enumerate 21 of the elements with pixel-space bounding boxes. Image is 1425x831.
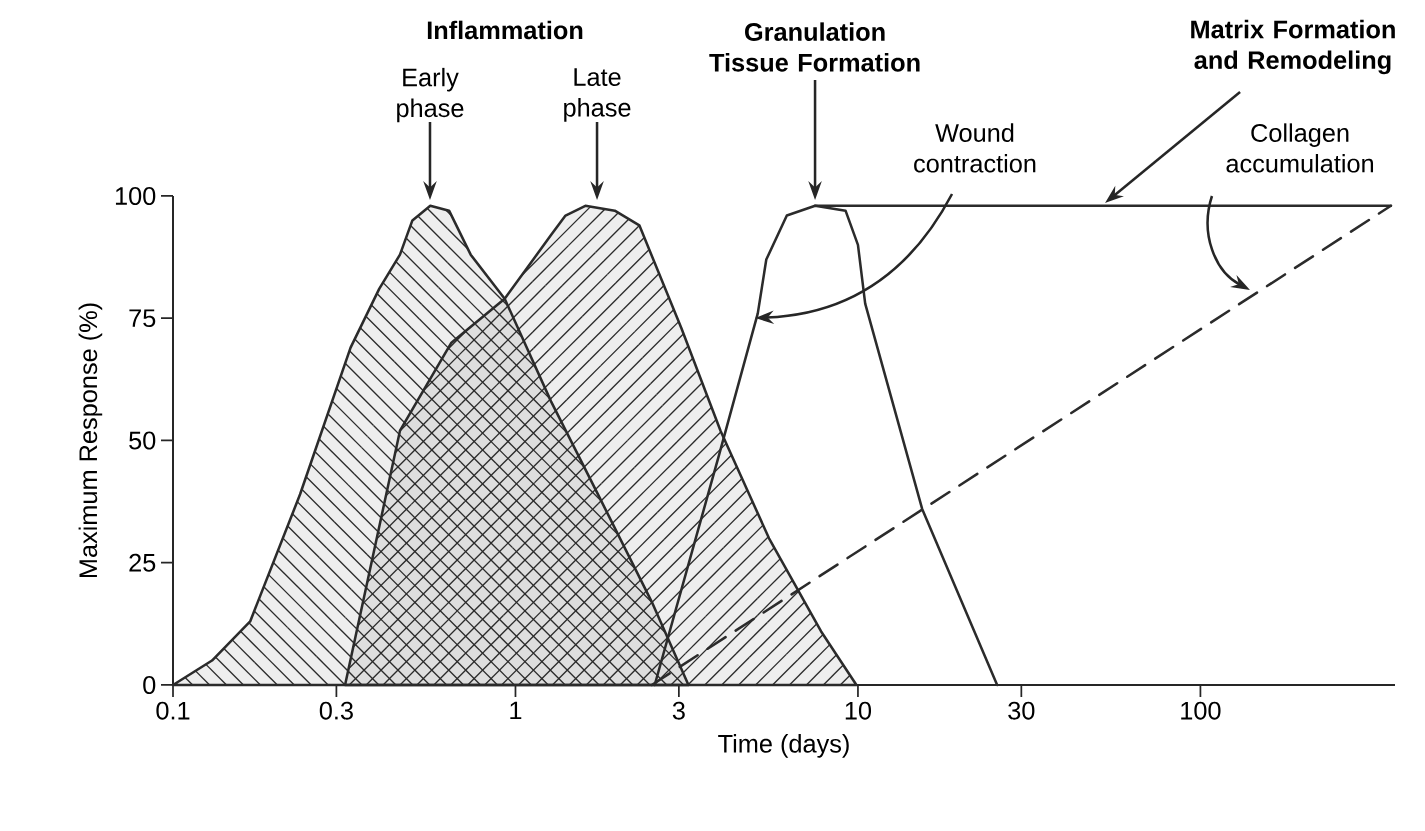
x-tick-label: 30 — [1008, 701, 1035, 720]
x-tick-label: 3 — [672, 701, 685, 720]
x-tick-label: 10 — [845, 701, 872, 720]
text: Late phase — [564, 68, 631, 122]
text: Inflammation — [427, 20, 583, 40]
y-tick-label: 25 — [129, 553, 156, 572]
y-tick-label: 100 — [115, 187, 156, 205]
y-tick-label: 75 — [129, 309, 156, 328]
x-tick-label: 0.3 — [319, 701, 353, 720]
x-tick-label: 100 — [1181, 701, 1221, 720]
text: Wound contraction — [914, 123, 1036, 173]
x-axis-title: Time (days) — [718, 734, 849, 758]
text: Early phase — [397, 67, 464, 123]
x-tick-label: 0.1 — [156, 701, 190, 720]
text: Matrix Formation and Remodeling — [1191, 19, 1395, 75]
y-tick-label: 50 — [129, 431, 156, 450]
y-axis-title: Maximum Response (%) — [78, 303, 103, 578]
x-tick-label: 1 — [510, 701, 522, 720]
text: Collagen accumulation — [1226, 123, 1374, 173]
text: Granulation Tissue Formation — [709, 22, 920, 72]
y-tick-label: 0 — [143, 676, 156, 694]
